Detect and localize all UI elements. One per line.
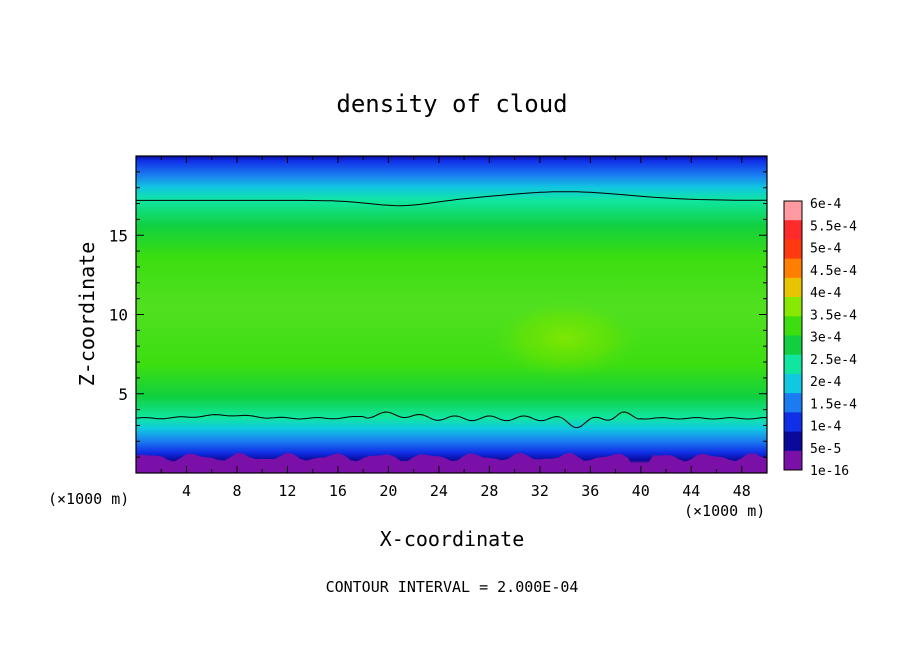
y-tick-label: 5 (118, 385, 128, 404)
colorbar-frame (783, 200, 803, 471)
x-unit-label-right: (×1000 m) (684, 502, 765, 520)
colorbar-label: 1e-16 (810, 464, 849, 479)
colorbar-label: 2e-4 (810, 375, 841, 390)
colorbar-label: 5.5e-4 (810, 219, 857, 234)
colorbar-swatch (784, 393, 802, 413)
x-tick-label: 16 (329, 482, 347, 500)
x-tick-label: 44 (682, 482, 700, 500)
y-tick-label: 10 (109, 306, 128, 325)
contour-interval-footer: CONTOUR INTERVAL = 2.000E-04 (326, 578, 579, 596)
y-axis-label: Z-coordinate (75, 242, 99, 387)
colorbar-label: 5e-4 (810, 242, 841, 257)
colorbar-swatch (784, 316, 802, 336)
x-axis: 4 8 12 16 20 24 28 32 36 40 44 48 (160, 156, 751, 500)
colorbar: 6e-4 5.5e-4 5e-4 4.5e-4 4e-4 3.5e-4 3e-4 2.5e-4… (783, 197, 857, 479)
colorbar-swatch (784, 354, 802, 375)
colorbar-label: 4e-4 (810, 286, 841, 301)
colorbar-swatch (784, 373, 802, 394)
colorbar-label: 1.5e-4 (810, 397, 857, 412)
density-max-region (489, 298, 641, 378)
colorbar-swatch (784, 335, 802, 356)
contour-line-lower (136, 411, 767, 429)
colorbar-swatch (784, 239, 802, 260)
x-tick-label: 8 (232, 482, 241, 500)
plot-area (136, 156, 767, 473)
x-axis-label: X-coordinate (380, 527, 525, 551)
colorbar-swatch (784, 297, 802, 317)
colorbar-swatch (784, 201, 802, 221)
colorbar-label: 1e-4 (810, 420, 841, 435)
y-tick-label: 15 (109, 226, 128, 245)
x-tick-label: 40 (632, 482, 650, 500)
colorbar-label: 4.5e-4 (810, 264, 857, 279)
ground-layer (136, 452, 767, 473)
colorbar-label: 5e-5 (810, 442, 841, 457)
colorbar-label: 3.5e-4 (810, 308, 857, 323)
chart-title: density of cloud (336, 90, 567, 118)
colorbar-swatch (784, 412, 802, 433)
colorbar-swatch (784, 220, 802, 240)
x-tick-label: 28 (480, 482, 498, 500)
x-tick-label: 24 (430, 482, 448, 500)
contour-line-upper (136, 191, 767, 207)
colorbar-swatch (784, 431, 802, 452)
colorbar-swatch (784, 258, 802, 279)
colorbar-label: 2.5e-4 (810, 353, 857, 368)
y-axis: 5 10 15 (109, 171, 767, 458)
colorbar-label: 3e-4 (810, 331, 841, 346)
density-field (136, 156, 767, 473)
x-unit-label-left: (×1000 m) (48, 490, 129, 508)
colorbar-swatch (784, 277, 802, 298)
x-tick-label: 20 (379, 482, 397, 500)
x-tick-label: 32 (531, 482, 549, 500)
x-tick-label: 36 (581, 482, 599, 500)
colorbar-swatch (784, 450, 802, 471)
x-tick-label: 4 (182, 482, 191, 500)
x-tick-label: 12 (278, 482, 296, 500)
colorbar-label: 6e-4 (810, 197, 841, 212)
x-tick-label: 48 (733, 482, 751, 500)
